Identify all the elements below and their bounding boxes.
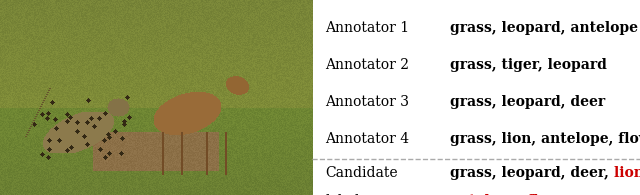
Text: grass, leopard, deer: grass, leopard, deer xyxy=(450,95,605,109)
Text: grass, leopard, antelope: grass, leopard, antelope xyxy=(450,21,638,35)
Text: Candidate: Candidate xyxy=(325,166,398,180)
Text: lion, tiger: lion, tiger xyxy=(614,166,640,180)
Text: antelope, flower: antelope, flower xyxy=(450,194,576,195)
Text: grass, lion, antelope, flower: grass, lion, antelope, flower xyxy=(450,132,640,146)
Text: Annotator 2: Annotator 2 xyxy=(325,58,410,72)
Text: grass, leopard, deer,: grass, leopard, deer, xyxy=(450,166,614,180)
Text: labels: labels xyxy=(325,194,367,195)
Text: Annotator 4: Annotator 4 xyxy=(325,132,410,146)
Text: Annotator 1: Annotator 1 xyxy=(325,21,410,35)
Text: grass, tiger, leopard: grass, tiger, leopard xyxy=(450,58,607,72)
Text: Annotator 3: Annotator 3 xyxy=(325,95,410,109)
